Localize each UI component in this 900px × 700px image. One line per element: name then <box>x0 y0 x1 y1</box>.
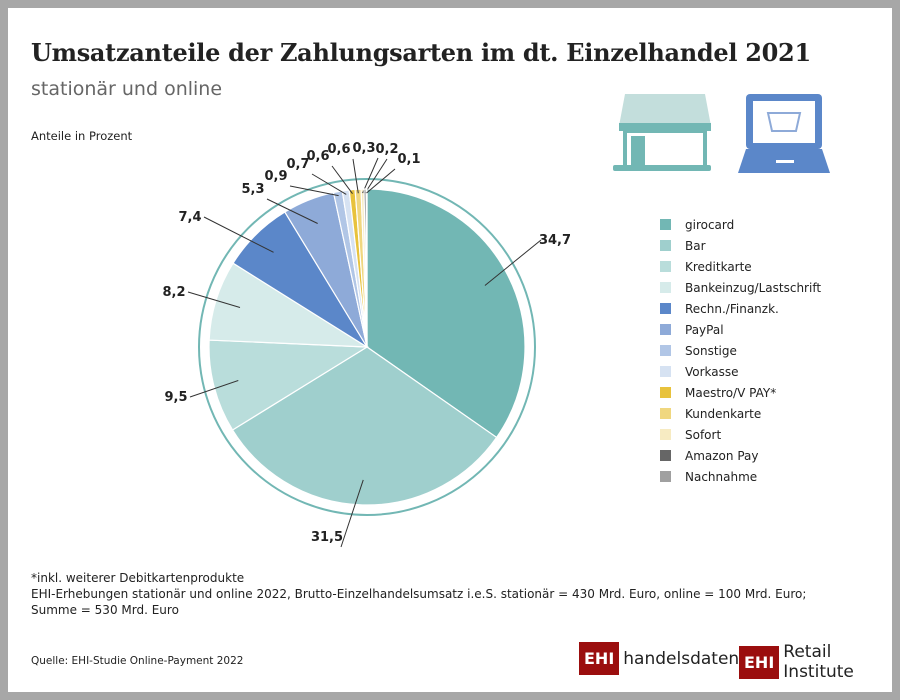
data-label-4: 7,4 <box>178 210 201 225</box>
legend-item: Bankeinzug/Lastschrift <box>660 277 821 298</box>
ehi-mark: EHI <box>579 642 620 675</box>
data-label-7: 0,7 <box>286 157 309 172</box>
leader-line-9 <box>352 158 359 194</box>
note-line-2: Summe = 530 Mrd. Euro <box>31 603 179 617</box>
legend-label: Maestro/V PAY* <box>685 385 777 400</box>
leader-line-11 <box>364 158 388 194</box>
legend-swatch <box>660 345 671 356</box>
pie-slice-2 <box>208 339 369 431</box>
note-line-1: EHI-Erhebungen stationär und online 2022… <box>31 587 807 601</box>
data-label-12: 0,1 <box>397 152 420 167</box>
legend-swatch <box>660 261 671 272</box>
notes: *inkl. weiterer Debitkartenprodukte EHI-… <box>31 570 806 618</box>
legend-swatch <box>660 282 671 293</box>
legend-label: Kreditkarte <box>685 259 752 274</box>
legend-item: PayPal <box>660 319 821 340</box>
legend-item: girocard <box>660 214 821 235</box>
legend-item: Amazon Pay <box>660 445 821 466</box>
legend-label: Kundenkarte <box>685 406 762 421</box>
data-label-6: 0,9 <box>264 169 287 184</box>
legend: girocard Bar Kreditkarte Bankeinzug/Lastsch… <box>660 214 821 487</box>
legend-item: Vorkasse <box>660 361 821 382</box>
legend-label: PayPal <box>685 322 724 337</box>
data-label-5: 5,3 <box>241 182 264 197</box>
pie-slice-12 <box>365 188 368 348</box>
legend-label: Sofort <box>685 427 722 442</box>
legend-item: Sofort <box>660 424 821 445</box>
legend-swatch <box>660 387 671 398</box>
legend-label: Bankeinzug/Lastschrift <box>685 280 822 295</box>
legend-label: Sonstige <box>685 343 737 358</box>
legend-item: Maestro/V PAY* <box>660 382 821 403</box>
ehi-mark: EHI <box>739 645 780 679</box>
footnote: *inkl. weiterer Debitkartenprodukte <box>31 571 245 585</box>
data-label-3: 8,2 <box>162 285 185 300</box>
leader-line-12 <box>366 168 396 194</box>
pie-slice-0 <box>366 188 526 439</box>
legend-item: Rechn./Finanzk. <box>660 298 821 319</box>
leader-line-6 <box>289 185 339 197</box>
data-label-11: 0,2 <box>375 142 398 157</box>
legend-item: Kundenkarte <box>660 403 821 424</box>
legend-label: Amazon Pay <box>685 448 759 463</box>
data-label-9: 0,6 <box>327 142 350 157</box>
legend-label: Rechn./Finanzk. <box>685 301 779 316</box>
legend-swatch <box>660 408 671 419</box>
leader-line-10 <box>362 157 379 194</box>
legend-item: Kreditkarte <box>660 256 821 277</box>
data-label-1: 31,5 <box>311 530 343 545</box>
data-label-8: 0,6 <box>306 149 329 164</box>
legend-swatch <box>660 471 671 482</box>
legend-label: Nachnahme <box>685 469 758 484</box>
legend-swatch <box>660 324 671 335</box>
leader-line-8 <box>331 165 353 194</box>
leader-line-3 <box>187 291 241 308</box>
legend-item: Sonstige <box>660 340 821 361</box>
leader-line-7 <box>311 173 347 195</box>
pie-chart: 34,731,59,58,27,45,30,90,70,60,6 0,3 0,20,… <box>162 94 830 548</box>
legend-swatch <box>660 429 671 440</box>
legend-label: girocard <box>685 217 735 232</box>
chart-subtitle: stationär und online <box>31 78 223 100</box>
leader-line-2 <box>189 380 239 398</box>
legend-label: Vorkasse <box>685 364 739 379</box>
leader-line-5 <box>266 198 318 224</box>
leader-line-4 <box>203 216 274 253</box>
pie-slice-1 <box>231 346 498 506</box>
chart-frame: Umsatzanteile der Zahlungsarten im dt. E… <box>8 8 892 692</box>
legend-swatch <box>660 240 671 251</box>
data-label-0: 34,7 <box>539 233 571 248</box>
source: Quelle: EHI-Studie Online-Payment 2022 <box>31 655 244 667</box>
retail-institute-logo[interactable]: EHI Retail Institute <box>739 642 892 682</box>
data-label-2: 9,5 <box>164 390 187 405</box>
legend-swatch <box>660 366 671 377</box>
data-label-10: 0,3 <box>352 141 375 156</box>
outer-ring <box>198 178 536 516</box>
legend-swatch <box>660 219 671 230</box>
legend-swatch <box>660 303 671 314</box>
store-icon <box>613 94 711 171</box>
logo-text: handelsdaten.de <box>623 648 766 669</box>
unit-label: Anteile in Prozent <box>31 129 133 143</box>
chart-title: Umsatzanteile der Zahlungsarten im dt. E… <box>31 38 811 67</box>
handelsdaten-logo[interactable]: EHI handelsdaten.de <box>579 642 766 675</box>
legend-swatch <box>660 450 671 461</box>
logo-text: Retail Institute <box>783 642 854 682</box>
leader-line-1 <box>340 479 364 548</box>
laptop-icon <box>738 94 830 173</box>
legend-label: Bar <box>685 238 706 253</box>
legend-item: Nachnahme <box>660 466 821 487</box>
legend-item: Bar <box>660 235 821 256</box>
leader-line-0 <box>484 239 542 286</box>
